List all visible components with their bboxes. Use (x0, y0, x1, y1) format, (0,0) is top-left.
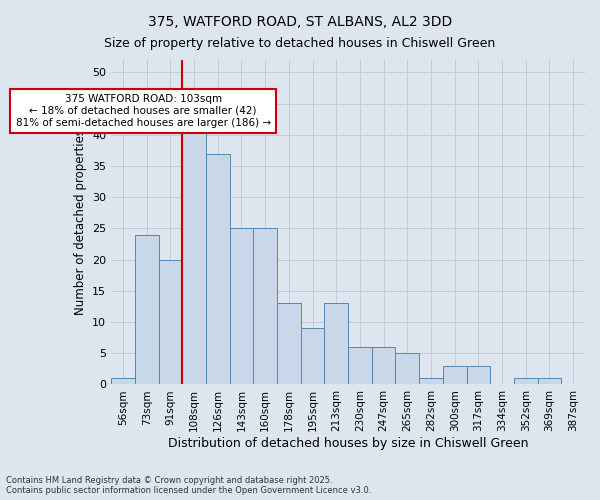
Bar (443, 366, 467, 384)
Text: Contains HM Land Registry data © Crown copyright and database right 2025.
Contai: Contains HM Land Registry data © Crown c… (6, 476, 371, 495)
Text: 375, WATFORD ROAD, ST ALBANS, AL2 3DD: 375, WATFORD ROAD, ST ALBANS, AL2 3DD (148, 15, 452, 29)
Bar (206, 154, 230, 384)
Bar (253, 228, 277, 384)
Bar (419, 378, 443, 384)
Bar (538, 378, 562, 384)
Text: 375 WATFORD ROAD: 103sqm
← 18% of detached houses are smaller (42)
81% of semi-d: 375 WATFORD ROAD: 103sqm ← 18% of detach… (16, 94, 271, 128)
Bar (372, 347, 395, 385)
Bar (135, 234, 158, 384)
Bar (182, 128, 206, 384)
Bar (514, 378, 538, 384)
Bar (301, 328, 325, 384)
Bar (277, 304, 301, 384)
Bar (395, 354, 419, 384)
Bar (158, 260, 182, 384)
X-axis label: Distribution of detached houses by size in Chiswell Green: Distribution of detached houses by size … (168, 437, 529, 450)
Bar (467, 366, 490, 384)
Bar (111, 378, 135, 384)
Bar (348, 347, 372, 385)
Bar (230, 228, 253, 384)
Bar (325, 304, 348, 384)
Text: Size of property relative to detached houses in Chiswell Green: Size of property relative to detached ho… (104, 38, 496, 51)
Y-axis label: Number of detached properties: Number of detached properties (74, 129, 86, 315)
